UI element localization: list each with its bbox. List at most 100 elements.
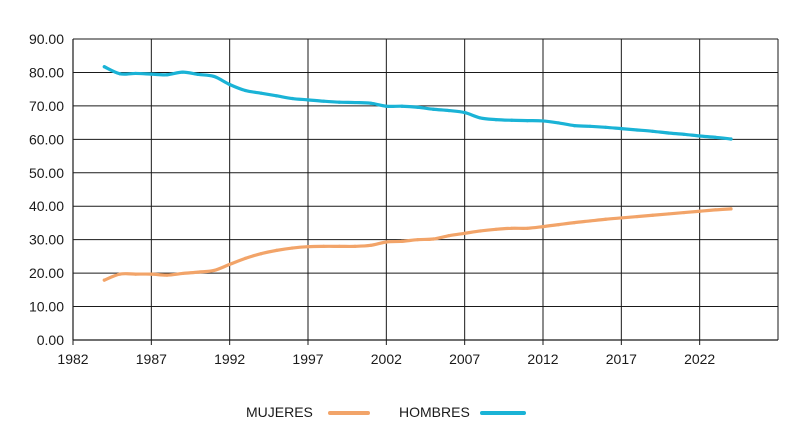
data-point-mujeres — [635, 214, 639, 219]
series-line-hombres — [102, 65, 733, 141]
data-point-hombres — [400, 104, 404, 108]
y-tick-label: 80.00 — [29, 64, 64, 80]
data-point-hombres — [463, 110, 467, 115]
x-tick-label: 2012 — [527, 351, 558, 367]
data-point-mujeres — [619, 216, 623, 220]
data-point-hombres — [196, 72, 200, 77]
x-tick-label: 2022 — [684, 351, 715, 367]
data-point-mujeres — [698, 209, 702, 213]
data-point-mujeres — [604, 217, 608, 221]
data-point-mujeres — [212, 268, 216, 273]
data-point-hombres — [212, 74, 216, 79]
data-point-hombres — [541, 119, 545, 123]
data-point-mujeres — [557, 223, 561, 227]
data-point-hombres — [447, 108, 451, 113]
y-tick-label: 0.00 — [37, 332, 64, 348]
legend-label-mujeres: MUJERES — [246, 404, 313, 420]
data-point-mujeres — [118, 272, 122, 276]
x-tick-label: 1987 — [136, 351, 167, 367]
data-point-mujeres — [666, 212, 670, 216]
data-point-hombres — [494, 118, 498, 122]
data-point-hombres — [713, 135, 717, 139]
x-tick-label: 2002 — [371, 351, 402, 367]
data-point-hombres — [572, 124, 576, 128]
data-point-hombres — [557, 121, 561, 125]
data-point-hombres — [525, 119, 529, 123]
data-point-hombres — [337, 100, 341, 104]
data-point-hombres — [682, 132, 686, 136]
data-point-mujeres — [463, 231, 467, 235]
data-point-hombres — [353, 100, 357, 105]
data-point-hombres — [181, 70, 185, 74]
data-point-hombres — [698, 134, 702, 138]
data-point-hombres — [322, 99, 326, 103]
legend-label-hombres: HOMBRES — [399, 404, 470, 420]
data-point-mujeres — [588, 219, 592, 223]
data-point-mujeres — [431, 237, 435, 241]
data-point-mujeres — [353, 244, 357, 248]
data-point-mujeres — [729, 207, 733, 211]
data-point-mujeres — [165, 273, 169, 277]
grid — [73, 38, 779, 340]
data-point-mujeres — [572, 221, 576, 225]
series-lines — [102, 65, 733, 282]
data-point-hombres — [134, 71, 138, 76]
data-point-mujeres — [510, 226, 514, 230]
y-tick-label: 30.00 — [29, 232, 64, 248]
data-point-mujeres — [337, 244, 341, 248]
data-point-hombres — [588, 124, 592, 128]
data-point-mujeres — [682, 210, 686, 215]
x-tick-label: 2007 — [449, 351, 480, 367]
data-point-mujeres — [196, 270, 200, 274]
y-tick-label: 20.00 — [29, 265, 64, 281]
data-point-hombres — [228, 82, 232, 87]
x-tick-label: 1997 — [292, 351, 323, 367]
data-point-mujeres — [306, 245, 310, 249]
y-tick-label: 70.00 — [29, 98, 64, 114]
data-point-hombres — [290, 96, 294, 101]
data-point-hombres — [275, 94, 279, 98]
data-point-mujeres — [369, 243, 373, 247]
axes — [72, 39, 778, 345]
x-axis-ticks: 1982 1987 1992 1997 2002 2007 2012 2017 2022 — [57, 351, 715, 367]
data-point-hombres — [416, 105, 420, 109]
data-point-hombres — [651, 129, 655, 133]
data-point-hombres — [118, 72, 122, 76]
data-point-hombres — [102, 65, 106, 69]
data-point-hombres — [243, 88, 247, 93]
data-point-mujeres — [416, 238, 420, 242]
data-point-mujeres — [290, 246, 294, 250]
data-point-mujeres — [181, 271, 185, 276]
y-tick-label: 40.00 — [29, 198, 64, 214]
data-point-hombres — [619, 127, 623, 131]
data-point-mujeres — [134, 272, 138, 276]
data-point-mujeres — [259, 252, 263, 256]
data-point-hombres — [729, 137, 733, 141]
data-point-hombres — [149, 72, 153, 76]
data-point-mujeres — [275, 248, 279, 252]
x-tick-label: 2017 — [606, 351, 637, 367]
data-point-mujeres — [228, 262, 232, 267]
data-point-mujeres — [713, 208, 717, 212]
data-point-mujeres — [651, 213, 655, 217]
y-tick-label: 10.00 — [29, 299, 64, 315]
x-tick-label: 1992 — [214, 351, 245, 367]
data-point-mujeres — [384, 240, 388, 244]
data-point-mujeres — [494, 227, 498, 231]
data-point-hombres — [259, 91, 263, 95]
y-axis-ticks: 0.00 10.00 20.00 30.00 40.00 50.00 60.00 70.00 8… — [29, 31, 64, 348]
data-point-hombres — [478, 116, 482, 120]
data-point-mujeres — [243, 256, 247, 260]
data-point-hombres — [510, 118, 514, 122]
data-point-mujeres — [447, 234, 451, 238]
data-point-mujeres — [525, 226, 529, 230]
data-point-mujeres — [149, 272, 153, 276]
data-point-hombres — [666, 131, 670, 135]
data-point-hombres — [635, 128, 639, 132]
data-point-hombres — [306, 98, 310, 102]
data-point-mujeres — [478, 229, 482, 233]
data-point-mujeres — [322, 244, 326, 248]
series-line-mujeres — [102, 207, 733, 282]
x-tick-label: 1982 — [57, 351, 88, 367]
